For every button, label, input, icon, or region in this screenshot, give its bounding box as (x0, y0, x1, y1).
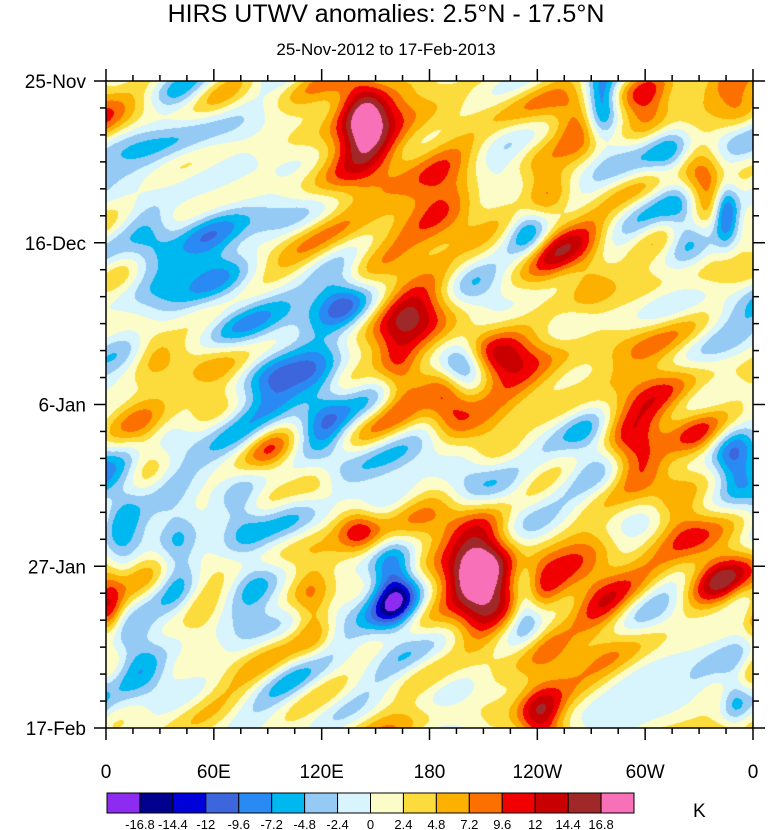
colorbar-level-label: 14.4 (555, 817, 580, 830)
y-tick-label: 25-Nov (25, 72, 87, 93)
x-tick-label: 60E (197, 762, 231, 783)
colorbar-swatch (139, 792, 174, 814)
colorbar-level-label: -2.4 (326, 817, 348, 830)
x-tick-label: 0 (101, 762, 112, 783)
colorbar-swatch (271, 792, 306, 814)
colorbar-level-label: 9.6 (493, 817, 511, 830)
x-tick-label: 120E (299, 762, 343, 783)
colorbar-swatch (600, 792, 635, 814)
y-axis: 25-Nov 16-Dec 6-Jan 27-Jan 17-Feb (25, 72, 765, 740)
colorbar-level-label: 12 (528, 817, 542, 830)
colorbar-swatch (337, 792, 371, 814)
colorbar: -16.8 -14.4 -12 -9.6 -7.2 -4.8 -2.4 0 2.4 4.8 7.2 9… (106, 792, 635, 830)
colorbar-swatch (534, 792, 569, 814)
colorbar-swatch (304, 792, 339, 814)
colorbar-swatch (238, 792, 273, 814)
colorbar-level-label: 0 (367, 817, 374, 830)
colorbar-swatch (567, 792, 602, 814)
colorbar-swatch (501, 792, 536, 814)
colorbar-swatch (435, 792, 470, 814)
colorbar-level-label: -7.2 (260, 817, 282, 830)
chart-subtitle: 25-Nov-2012 to 17-Feb-2013 (276, 40, 496, 59)
x-tick-label: 0 (748, 762, 759, 783)
x-tick-label: 120W (513, 762, 563, 783)
plot-area (106, 81, 753, 728)
colorbar-level-label: 2.4 (394, 817, 412, 830)
x-axis: 0 60E 120E 180 120W 60W 0 (101, 69, 759, 783)
colorbar-level-label: 16.8 (588, 817, 613, 830)
colorbar-level-label: 7.2 (460, 817, 478, 830)
colorbar-swatch (172, 792, 207, 814)
colorbar-swatch (106, 792, 141, 814)
colorbar-swatch (468, 792, 503, 814)
colorbar-swatch (370, 792, 404, 814)
colorbar-level-label: -4.8 (293, 817, 315, 830)
chart-title: HIRS UTWV anomalies: 2.5°N - 17.5°N (167, 0, 605, 28)
colorbar-level-label: -9.6 (228, 817, 250, 830)
colorbar-units: K (693, 801, 706, 822)
x-tick-label: 60W (626, 762, 665, 783)
y-tick-label: 6-Jan (38, 396, 86, 417)
axes: 0 60E 120E 180 120W 60W 0 25-Nov 16-Dec 6-Jan 27-… (25, 69, 765, 783)
colorbar-level-label: 4.8 (427, 817, 445, 830)
y-tick-label: 17-Feb (26, 719, 86, 740)
colorbar-level-label: -12 (196, 817, 215, 830)
colorbar-level-label: -16.8 (125, 817, 155, 830)
y-tick-label: 27-Jan (28, 557, 86, 578)
colorbar-swatch (402, 792, 437, 814)
colorbar-level-label: -14.4 (158, 817, 188, 830)
y-tick-label: 16-Dec (25, 234, 86, 255)
anomaly-field (106, 81, 753, 728)
colorbar-swatch (205, 792, 240, 814)
x-tick-label: 180 (414, 762, 446, 783)
